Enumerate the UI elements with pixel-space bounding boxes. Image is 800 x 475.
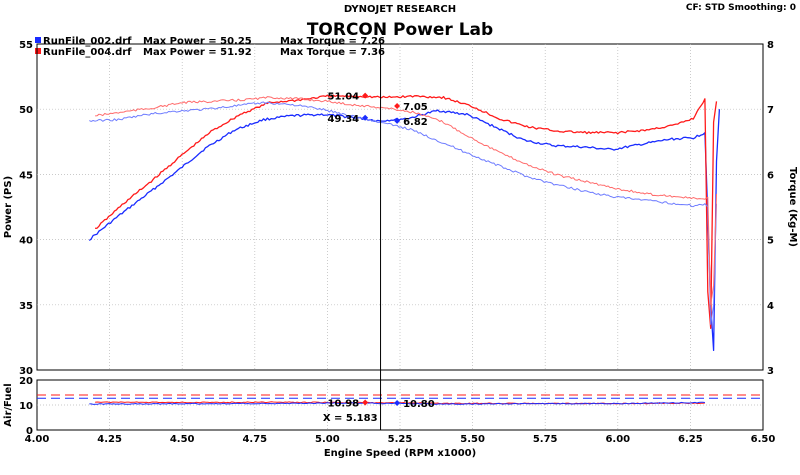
y2-tick-label: 4 [767,301,774,312]
main-marker-label-3: 6.82 [403,117,428,128]
x-tick-label: 6.50 [751,434,776,445]
y2-tick-label: 3 [767,366,774,377]
af-series-line-2 [95,401,705,405]
chart-title: TORCON Power Lab [307,20,493,40]
legend-run1-file: RunFile_002.drf [43,36,132,47]
y-tick-label: 40 [19,236,33,247]
settings-label: CF: STD Smoothing: 0 [686,3,796,13]
y2-axis-title: Torque (Kg-M) [787,167,798,247]
company-label: DYNOJET RESEARCH [344,4,456,15]
x-tick-label: 5.00 [315,434,340,445]
af-marker-0 [362,399,369,406]
main-marker-3 [394,117,401,124]
legend-run2-file: RunFile_004.drf [43,47,132,58]
y-tick-label: 55 [19,40,33,51]
x-tick-label: 5.25 [388,434,413,445]
main-marker-label-1: 49.34 [328,114,360,125]
x-tick-label: 6.25 [678,434,703,445]
legend-run1-torque: Max Torque = 7.26 [280,36,385,47]
y-tick-label: 30 [19,366,33,377]
y-axis-title: Power (PS) [3,176,14,238]
legend-run2-torque: Max Torque = 7.36 [280,47,385,58]
af-axis-title: Air/Fuel [3,383,14,426]
main-series-line-2 [89,101,717,325]
af-tick-label: 20 [19,376,33,387]
cursor-label: X = 5.183 [323,413,378,424]
legend-swatch-run2 [35,48,41,54]
main-marker-0 [362,92,369,99]
x-tick-label: 6.00 [605,434,630,445]
x-tick-label: 4.50 [170,434,195,445]
af-tick-label: 10 [19,401,33,412]
af-marker-label-0: 10.98 [328,399,360,410]
y2-tick-label: 7 [767,105,774,116]
x-tick-label: 5.75 [533,434,558,445]
main-series-line-1 [95,94,718,329]
y-tick-label: 45 [19,170,33,181]
main-marker-label-0: 51.04 [328,92,360,103]
af-tick-label: 0 [26,426,33,437]
main-series-line-3 [95,96,717,306]
main-marker-2 [394,102,401,109]
af-marker-1 [394,400,401,406]
x-axis-title: Engine Speed (RPM x1000) [324,448,476,459]
x-tick-label: 5.50 [460,434,485,445]
y2-tick-label: 8 [767,40,774,51]
x-tick-label: 4.75 [242,434,267,445]
y-tick-label: 35 [19,301,33,312]
y2-tick-label: 6 [767,170,774,181]
legend-run2-power: Max Power = 51.92 [143,47,252,58]
af-marker-label-1: 10.80 [403,399,435,410]
x-tick-label: 4.25 [97,434,122,445]
y2-tick-label: 5 [767,236,774,247]
main-series-line-0 [88,109,721,352]
main-marker-label-2: 7.05 [403,102,428,113]
main-marker-1 [362,114,369,121]
legend-run1-power: Max Power = 50.25 [143,36,252,47]
x-tick-label: 4.00 [25,434,50,445]
y-tick-label: 50 [19,105,33,116]
legend-swatch-run1 [35,37,41,43]
